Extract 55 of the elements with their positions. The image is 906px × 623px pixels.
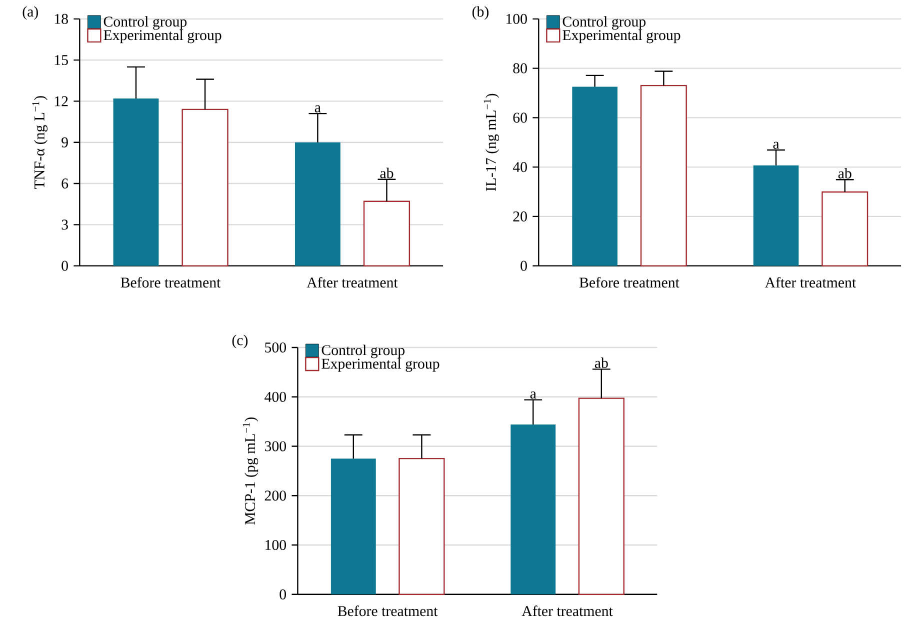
- bar: [640, 84, 687, 266]
- legend-label: Control group: [322, 344, 405, 358]
- bar: [330, 458, 376, 594]
- y-tick-label: 0: [280, 589, 286, 600]
- y-tick-label: 20: [513, 211, 527, 222]
- bar: [113, 98, 159, 266]
- x-tick-label: After treatment: [764, 276, 856, 288]
- legend-label: Control group: [104, 16, 187, 30]
- bar: [294, 142, 340, 266]
- y-tick-label: 100: [266, 540, 286, 550]
- y-tick-label: 12: [54, 96, 68, 106]
- y-tick-label: 0: [520, 260, 527, 271]
- bar: [182, 108, 228, 266]
- bar: [510, 424, 556, 594]
- x-tick-label: After treatment: [306, 276, 398, 288]
- x-tick-label: Before treatment: [120, 276, 221, 288]
- y-tick-label: 3: [62, 220, 68, 230]
- bar: [822, 191, 868, 266]
- y-axis-title: IL-17 (ng mL$^{−1}$): [484, 94, 500, 191]
- legend-label: Control group: [562, 16, 646, 30]
- y-tick-label: 500: [265, 342, 286, 352]
- x-tick-label: Before treatment: [338, 605, 438, 616]
- data-label: a: [773, 142, 780, 149]
- data-label: ab: [838, 168, 852, 178]
- legend-label: Experimental group: [562, 30, 680, 44]
- y-axis-title: MCP-1 (pg mL$^{−1}$): [242, 417, 258, 525]
- y-tick-label: 15: [54, 54, 68, 65]
- data-label: ab: [380, 168, 394, 178]
- y-tick-label: 0: [62, 260, 68, 271]
- data-label: ab: [594, 357, 608, 368]
- bar: [753, 165, 799, 266]
- y-tick-label: 60: [513, 112, 527, 123]
- chart-title: (b): [472, 6, 488, 20]
- bar: [578, 398, 624, 595]
- data-label: a: [530, 391, 536, 398]
- y-tick-label: 100: [506, 14, 527, 24]
- y-tick-label: 9: [62, 137, 68, 148]
- bar: [363, 200, 410, 266]
- data-label: a: [314, 105, 321, 112]
- y-tick-label: 300: [264, 441, 286, 452]
- y-tick-label: 200: [264, 490, 286, 501]
- y-axis-title: TNF-α (ng L$^{−1}$): [32, 96, 48, 189]
- y-tick-label: 400: [264, 392, 286, 402]
- legend-label: Experimental group: [322, 358, 440, 372]
- bar: [572, 86, 618, 266]
- y-tick-label: 80: [513, 63, 527, 74]
- chart-title: (c): [232, 334, 248, 348]
- x-tick-label: After treatment: [522, 605, 613, 616]
- y-tick-label: 18: [54, 14, 68, 24]
- legend-label: Experimental group: [104, 30, 222, 44]
- y-tick-label: 6: [62, 178, 68, 188]
- bar: [398, 458, 445, 595]
- y-tick-label: 40: [512, 162, 527, 172]
- chart-title: (a): [22, 6, 38, 20]
- x-tick-label: Before treatment: [579, 276, 680, 288]
